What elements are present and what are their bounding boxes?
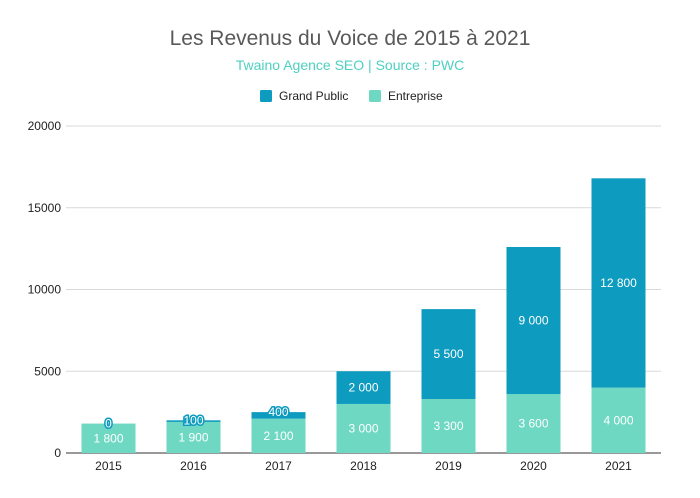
y-tick-label: 15000 bbox=[28, 201, 62, 215]
x-tick-label: 2018 bbox=[350, 459, 377, 473]
legend-label: Grand Public bbox=[279, 89, 348, 103]
y-tick-label: 0 bbox=[54, 446, 61, 460]
bar-entreprise-2020 bbox=[506, 394, 561, 453]
y-axis: 0 5000 10000 15000 20000 bbox=[28, 119, 62, 460]
bar-grand-public-2019 bbox=[421, 309, 476, 400]
data-label-entreprise-2021: 4 000 bbox=[603, 413, 633, 427]
data-label-entreprise-2019: 3 300 bbox=[433, 419, 463, 433]
x-tick-label: 2017 bbox=[265, 459, 292, 473]
data-label-grand-public-2019: 5 500 bbox=[433, 347, 463, 361]
bar-grand-public-2020 bbox=[506, 246, 561, 395]
data-label-grand-public-2015: 0 bbox=[105, 417, 112, 431]
legend-label: Entreprise bbox=[388, 89, 443, 103]
bar-entreprise-2015 bbox=[81, 423, 136, 453]
data-label-grand-public-2018: 2 000 bbox=[348, 381, 378, 395]
y-tick-label: 20000 bbox=[28, 119, 62, 133]
bar-grand-public-2017 bbox=[251, 412, 306, 419]
data-label-entreprise-2018: 3 000 bbox=[348, 421, 378, 435]
data-label-entreprise-2015: 1 800 bbox=[93, 431, 123, 445]
bar-grand-public-2016 bbox=[166, 420, 221, 422]
chart-title: Les Revenus du Voice de 2015 à 2021 bbox=[170, 27, 531, 50]
data-label-entreprise-2017: 2 100 bbox=[263, 429, 293, 443]
x-tick-label: 2019 bbox=[435, 459, 462, 473]
chart-subtitle: Twaino Agence SEO | Source : PWC bbox=[236, 57, 465, 73]
y-tick-label: 5000 bbox=[34, 364, 61, 378]
bar-entreprise-2018 bbox=[336, 403, 391, 453]
legend-swatch bbox=[260, 90, 272, 102]
x-axis: 2015 2016 2017 2018 2019 2020 2021 bbox=[95, 459, 632, 473]
y-tick-label: 10000 bbox=[28, 283, 62, 297]
bar-grand-public-2018 bbox=[336, 371, 391, 404]
bar-entreprise-2021 bbox=[591, 387, 646, 453]
data-label-entreprise-2020: 3 600 bbox=[518, 417, 548, 431]
data-label-grand-public-2016: 100 bbox=[183, 413, 203, 427]
data-label-grand-public-2020: 9 000 bbox=[518, 314, 548, 328]
legend-item-entreprise: Entreprise bbox=[369, 89, 443, 103]
x-tick-label: 2015 bbox=[95, 459, 122, 473]
bar-entreprise-2016 bbox=[166, 421, 221, 453]
bar-entreprise-2017 bbox=[251, 418, 306, 453]
data-label-entreprise-2016: 1 900 bbox=[178, 430, 208, 444]
x-tick-label: 2021 bbox=[605, 459, 632, 473]
data-label-grand-public-2021: 12 800 bbox=[600, 276, 637, 290]
bar-grand-public-2021 bbox=[591, 178, 646, 388]
data-label-grand-public-2017: 400 bbox=[268, 405, 288, 419]
bar-entreprise-2019 bbox=[421, 399, 476, 453]
legend-swatch bbox=[369, 90, 381, 102]
legend-item-grand-public: Grand Public bbox=[260, 89, 348, 103]
chart-legend: Grand Public Entreprise bbox=[260, 89, 443, 103]
x-tick-label: 2020 bbox=[520, 459, 547, 473]
x-tick-label: 2016 bbox=[180, 459, 207, 473]
